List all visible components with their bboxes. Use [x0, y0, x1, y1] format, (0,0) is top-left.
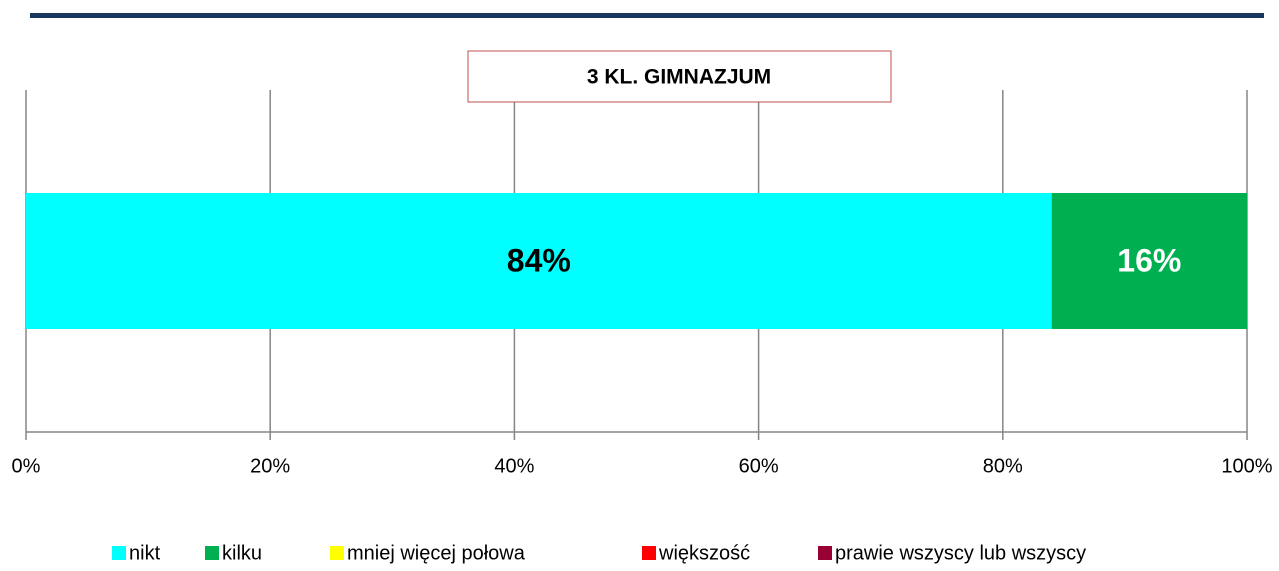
data-label: 16% [1117, 242, 1181, 278]
data-label: 84% [507, 242, 571, 278]
x-tick-label: 80% [983, 455, 1023, 477]
title-box [467, 50, 892, 103]
legend-label: nikt [129, 542, 161, 564]
legend-label: większość [658, 542, 750, 564]
legend-swatch [205, 546, 219, 560]
legend-swatch [112, 546, 126, 560]
x-tick-label: 20% [250, 455, 290, 477]
legend-label: kilku [222, 542, 262, 564]
x-tick-label: 100% [1221, 455, 1272, 477]
bar-segment [1051, 193, 1247, 329]
legend-swatch [818, 546, 832, 560]
plot: 0% 20% 40% 60% 80% 100% 84% 16% nikt kilku mniej w… [12, 90, 1273, 564]
x-tick-label: 40% [494, 455, 534, 477]
bar-segment [26, 193, 1052, 329]
legend-label: prawie wszyscy lub wszyscy [835, 542, 1086, 564]
x-tick-label: 60% [739, 455, 779, 477]
x-tick-label: 0% [12, 455, 41, 477]
chart-title: 3 KL. GIMNAZJUM [587, 66, 771, 89]
legend-swatch [642, 546, 656, 560]
header-rule [30, 13, 1264, 18]
legend-swatch [330, 546, 344, 560]
legend-label: mniej więcej połowa [347, 542, 526, 564]
